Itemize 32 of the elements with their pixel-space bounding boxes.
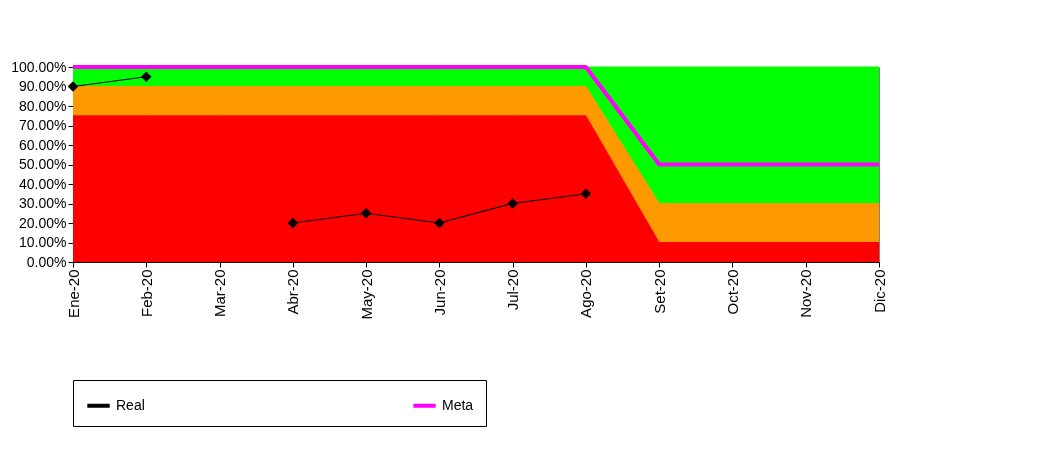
y-tick-label: 10.00% [19,234,67,250]
x-tick-label: Nov-20 [797,269,815,318]
x-tick-label: Feb-20 [137,269,155,318]
y-tick-label: 50.00% [19,156,67,172]
point [141,71,152,82]
y-tick-label: 0.00% [26,253,67,270]
x-tick-label: Oct-20 [723,269,741,315]
point [67,81,79,92]
point [360,208,372,219]
y-tick-label: 70.00% [19,117,67,133]
x-tick-label: Set-20 [650,269,668,314]
point [434,217,445,229]
y-tick-label: 60.00% [19,136,67,153]
y-tick-label: 30.00% [19,195,67,211]
point [580,188,592,199]
legend-label: Real [116,396,145,413]
x-tick-label: Ago-20 [577,269,595,318]
y-tick-label: 40.00% [19,175,67,192]
x-tick-label: Ene-20 [64,269,82,318]
x-tick-label: Mar-20 [211,269,229,318]
x-tick-label: Abr-20 [284,269,302,315]
y-tick-label: 100.00% [11,58,67,75]
x-tick-label: Dic-20 [870,269,888,313]
point [287,217,299,229]
x-tick-label: Jun-20 [430,269,448,316]
y-tick-label: 80.00% [19,97,67,114]
point [507,198,518,209]
legend-label: Meta [442,396,474,413]
x-tick-label: May-20 [357,269,375,320]
y-tick-label: 90.00% [19,78,67,94]
x-tick-label: Jul-20 [504,269,522,311]
y-tick-label: 20.00% [19,214,67,231]
